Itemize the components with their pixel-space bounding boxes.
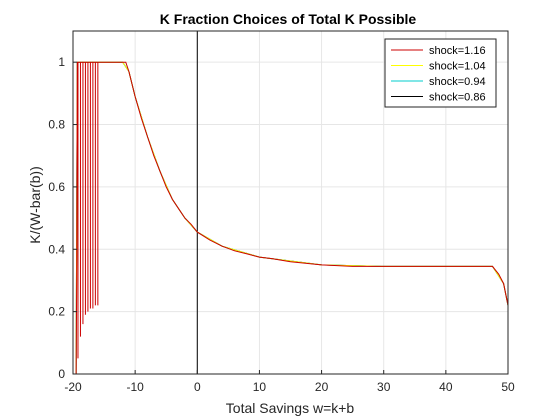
x-tick-label: 0 <box>194 380 201 394</box>
legend: shock=1.16 shock=1.04 shock=0.94 shock=0.86 <box>385 39 496 107</box>
y-tick-label: 0.6 <box>48 180 65 194</box>
legend-label: shock=1.16 <box>429 45 486 57</box>
y-tick-label: 0.4 <box>48 242 65 256</box>
chart-title: K Fraction Choices of Total K Possible <box>160 11 417 27</box>
x-tick-label: -10 <box>126 380 144 394</box>
y-tick-label: 0.2 <box>48 305 65 319</box>
y-tick-label: 0 <box>58 367 65 381</box>
x-tick-label: 30 <box>377 380 391 394</box>
x-tick-label: 10 <box>253 380 267 394</box>
x-tick-label: 40 <box>439 380 453 394</box>
x-tick-label: 50 <box>501 380 515 394</box>
legend-label: shock=1.04 <box>429 61 486 73</box>
y-tick-label: 1 <box>58 55 65 69</box>
y-axis-label: K/(W-bar(b)) <box>27 166 43 244</box>
legend-label: shock=0.94 <box>429 76 486 88</box>
x-tick-label: 20 <box>315 380 329 394</box>
x-axis-label: Total Savings w=k+b <box>226 400 355 416</box>
y-tick-label: 0.8 <box>48 118 65 132</box>
legend-label: shock=0.86 <box>429 92 486 104</box>
x-tick-label: -20 <box>64 380 82 394</box>
